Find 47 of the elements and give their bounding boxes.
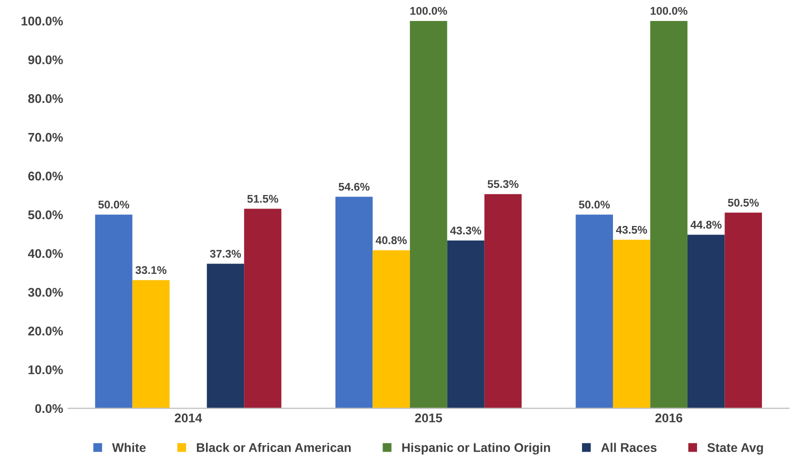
y-tick-label: 10.0% bbox=[28, 365, 63, 374]
y-tick-label: 90.0% bbox=[28, 55, 63, 64]
y-tick-label: 70.0% bbox=[28, 132, 63, 142]
bar bbox=[244, 208, 282, 408]
bar bbox=[206, 264, 244, 408]
bar bbox=[484, 194, 522, 408]
data-label: 40.8% bbox=[376, 236, 407, 244]
data-label: 43.5% bbox=[616, 226, 648, 234]
bar bbox=[650, 20, 688, 408]
y-tick-label: 40.0% bbox=[28, 249, 63, 258]
data-label: 50.0% bbox=[578, 200, 610, 209]
bar bbox=[447, 240, 484, 408]
legend-label: Hispanic or Latino Origin bbox=[402, 442, 550, 455]
y-tick-label: 30.0% bbox=[28, 288, 63, 297]
y-tick-label: 50.0% bbox=[28, 210, 63, 220]
bar bbox=[372, 250, 410, 408]
data-label: 44.8% bbox=[690, 220, 722, 229]
bar bbox=[576, 214, 613, 408]
data-label: 37.3% bbox=[210, 250, 241, 258]
y-tick-label: 0.0% bbox=[35, 404, 63, 413]
bar bbox=[335, 196, 373, 408]
data-label: 54.6% bbox=[338, 182, 370, 191]
data-label: 51.5% bbox=[247, 194, 278, 203]
data-label: 33.1% bbox=[135, 266, 166, 274]
bar bbox=[724, 212, 762, 408]
bar bbox=[95, 214, 132, 408]
data-label: 43.3% bbox=[450, 226, 482, 235]
data-label: 100.0% bbox=[650, 6, 688, 15]
y-tick-label: 20.0% bbox=[28, 326, 63, 336]
y-tick-label: 60.0% bbox=[28, 172, 63, 181]
data-label: 50.5% bbox=[728, 198, 759, 207]
x-tick-label: 2016 bbox=[655, 414, 682, 422]
legend-label: State Avg bbox=[707, 443, 763, 455]
legend-label: White bbox=[112, 442, 146, 452]
bar bbox=[687, 234, 725, 408]
bar bbox=[612, 240, 650, 408]
bar bbox=[410, 20, 448, 408]
x-tick-label: 2014 bbox=[174, 414, 202, 422]
data-label: 100.0% bbox=[410, 6, 448, 15]
data-label: 50.0% bbox=[98, 200, 130, 209]
data-label: 55.3% bbox=[488, 180, 518, 188]
legend-label: All Races bbox=[601, 442, 657, 452]
y-tick-label: 100.0% bbox=[22, 16, 63, 26]
bar bbox=[132, 280, 170, 408]
x-tick-label: 2015 bbox=[415, 414, 442, 422]
y-tick-label: 80.0% bbox=[28, 94, 63, 104]
legend-label: Black or African American bbox=[196, 442, 351, 452]
